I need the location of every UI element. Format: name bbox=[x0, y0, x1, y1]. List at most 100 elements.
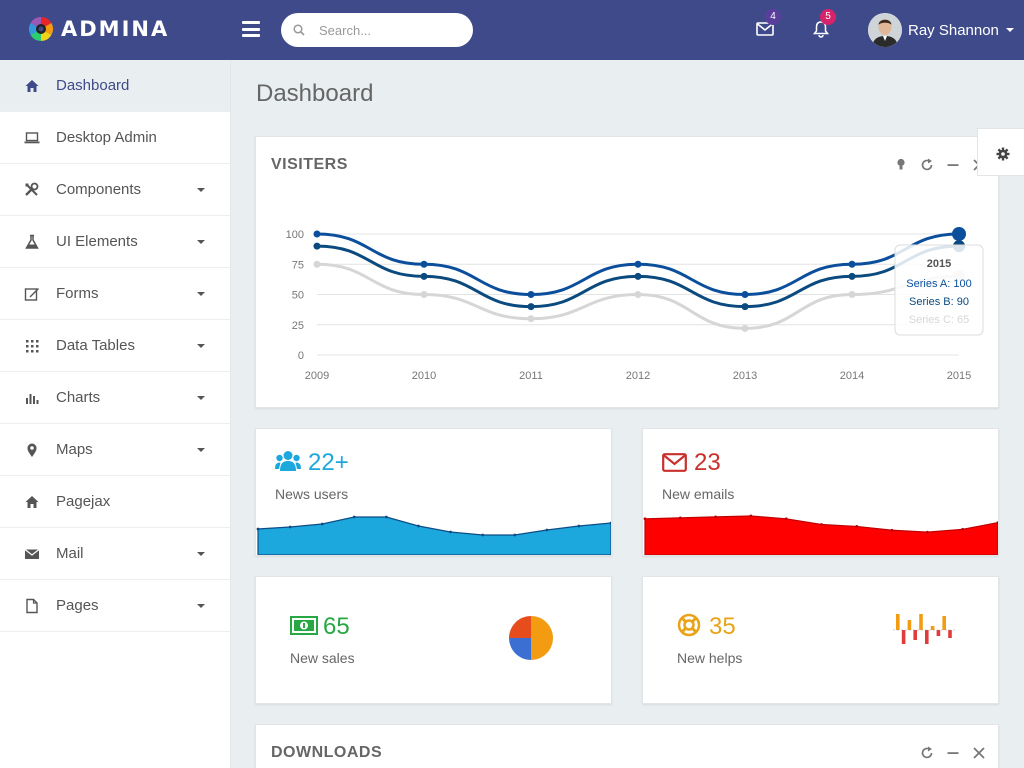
minimize-icon[interactable] bbox=[945, 157, 971, 173]
chevron-down-icon bbox=[197, 240, 205, 244]
data-point bbox=[527, 315, 535, 323]
sales-pie-chart bbox=[509, 616, 553, 660]
users-icon bbox=[275, 451, 301, 471]
stat-card-users: 22+ News users bbox=[255, 428, 612, 556]
chevron-down-icon bbox=[197, 552, 205, 556]
sidebar-item-label: Mail bbox=[56, 545, 84, 562]
mail-icon[interactable] bbox=[756, 22, 774, 36]
mail-count-badge: 4 bbox=[765, 9, 781, 25]
sparkline-point bbox=[714, 515, 717, 519]
user-menu[interactable]: Ray Shannon bbox=[868, 13, 1014, 47]
pie-slice bbox=[509, 616, 531, 638]
y-tick-label: 25 bbox=[292, 320, 304, 332]
bar bbox=[913, 630, 917, 640]
y-tick-label: 100 bbox=[286, 229, 304, 241]
x-tick-label: 2011 bbox=[519, 370, 543, 382]
data-point bbox=[420, 291, 428, 298]
sparkline-point bbox=[513, 533, 517, 537]
search-icon bbox=[293, 24, 305, 36]
sidebar-item-label: Charts bbox=[56, 389, 101, 406]
refresh-icon[interactable] bbox=[919, 157, 945, 173]
chevron-down-icon bbox=[197, 292, 205, 296]
sparkline-point bbox=[678, 516, 682, 520]
brand-logo[interactable]: ADMINA bbox=[28, 16, 169, 42]
sidebar-item-desktop-admin[interactable]: Desktop Admin bbox=[0, 112, 230, 164]
sparkline-point bbox=[384, 515, 388, 519]
search-box bbox=[281, 13, 473, 47]
x-tick-label: 2012 bbox=[626, 370, 650, 382]
sidebar-item-label: Desktop Admin bbox=[56, 129, 157, 146]
notification-count-badge: 5 bbox=[820, 9, 836, 25]
sidebar-item-charts[interactable]: Charts bbox=[0, 372, 230, 424]
sidebar-item-components[interactable]: Components bbox=[0, 164, 230, 216]
stat-label: New emails bbox=[662, 486, 735, 502]
sidebar-item-data-tables[interactable]: Data Tables bbox=[0, 320, 230, 372]
bar bbox=[936, 630, 941, 636]
data-point bbox=[741, 291, 749, 298]
gear-icon bbox=[996, 147, 1010, 161]
bar bbox=[896, 614, 900, 630]
grid-icon bbox=[26, 340, 39, 353]
sparkline-point bbox=[417, 524, 420, 528]
lightbulb-icon[interactable] bbox=[893, 157, 919, 173]
sparkline-point bbox=[609, 521, 611, 525]
envelope-icon bbox=[24, 549, 40, 559]
sparkline-point bbox=[855, 525, 859, 528]
sidebar-item-label: Pagejax bbox=[56, 493, 111, 510]
laptop-icon bbox=[24, 132, 40, 144]
x-tick-label: 2010 bbox=[412, 370, 436, 382]
sidebar-item-label: Forms bbox=[56, 285, 99, 302]
map-pin-icon bbox=[27, 443, 37, 457]
emails-sparkline bbox=[643, 514, 998, 555]
sidebar-item-maps[interactable]: Maps bbox=[0, 424, 230, 476]
stat-label: New sales bbox=[290, 650, 355, 666]
sidebar-item-label: Pages bbox=[56, 597, 99, 614]
brand-name: ADMINA bbox=[61, 17, 170, 41]
sidebar-item-forms[interactable]: Forms bbox=[0, 268, 230, 320]
downloads-panel: DOWNLOADS bbox=[255, 724, 999, 768]
sparkline-point bbox=[926, 530, 929, 534]
search-input[interactable] bbox=[319, 20, 464, 40]
stat-label: News users bbox=[275, 486, 349, 502]
sparkline-point bbox=[784, 517, 788, 521]
data-point bbox=[952, 227, 966, 241]
menu-toggle-button[interactable] bbox=[242, 21, 260, 37]
sparkline-point bbox=[352, 515, 356, 519]
users-sparkline bbox=[256, 515, 611, 555]
sidebar-item-pages[interactable]: Pages bbox=[0, 580, 230, 632]
sparkline-point bbox=[820, 523, 823, 526]
home-icon bbox=[25, 496, 39, 508]
stat-card-helps: 35 New helps bbox=[642, 576, 999, 704]
panel-title: DOWNLOADS bbox=[271, 744, 383, 761]
tools-icon bbox=[25, 182, 39, 196]
tooltip-line: Series C: 65 bbox=[909, 314, 970, 326]
y-tick-label: 50 bbox=[292, 290, 304, 302]
minimize-icon[interactable] bbox=[945, 745, 971, 761]
sidebar-item-mail[interactable]: Mail bbox=[0, 528, 230, 580]
stat-value: 35 bbox=[709, 613, 736, 640]
y-tick-label: 75 bbox=[292, 259, 304, 271]
sparkline-point bbox=[320, 522, 324, 526]
data-point bbox=[634, 260, 642, 268]
refresh-icon[interactable] bbox=[919, 745, 945, 761]
stat-card-sales: 65 New sales bbox=[255, 576, 612, 704]
pie-slice bbox=[509, 638, 531, 660]
chevron-down-icon bbox=[197, 604, 205, 608]
stat-value: 22+ bbox=[308, 449, 349, 476]
close-icon[interactable] bbox=[971, 745, 997, 761]
data-point bbox=[848, 260, 856, 268]
settings-button[interactable] bbox=[977, 128, 1024, 176]
y-tick-label: 0 bbox=[298, 350, 304, 362]
x-tick-label: 2009 bbox=[305, 370, 329, 382]
sparkline-point bbox=[481, 533, 485, 537]
sidebar: Dashboard Desktop Admin Components UI El… bbox=[0, 60, 231, 768]
sparkline-point bbox=[256, 527, 260, 531]
sidebar-item-label: Components bbox=[56, 181, 142, 198]
sparkline-point bbox=[449, 530, 452, 534]
sidebar-item-ui-elements[interactable]: UI Elements bbox=[0, 216, 230, 268]
sparkline-area bbox=[644, 515, 998, 555]
sidebar-item-dashboard[interactable]: Dashboard bbox=[0, 60, 230, 112]
bar bbox=[907, 620, 912, 630]
sidebar-item-pagejax[interactable]: Pagejax bbox=[0, 476, 230, 528]
